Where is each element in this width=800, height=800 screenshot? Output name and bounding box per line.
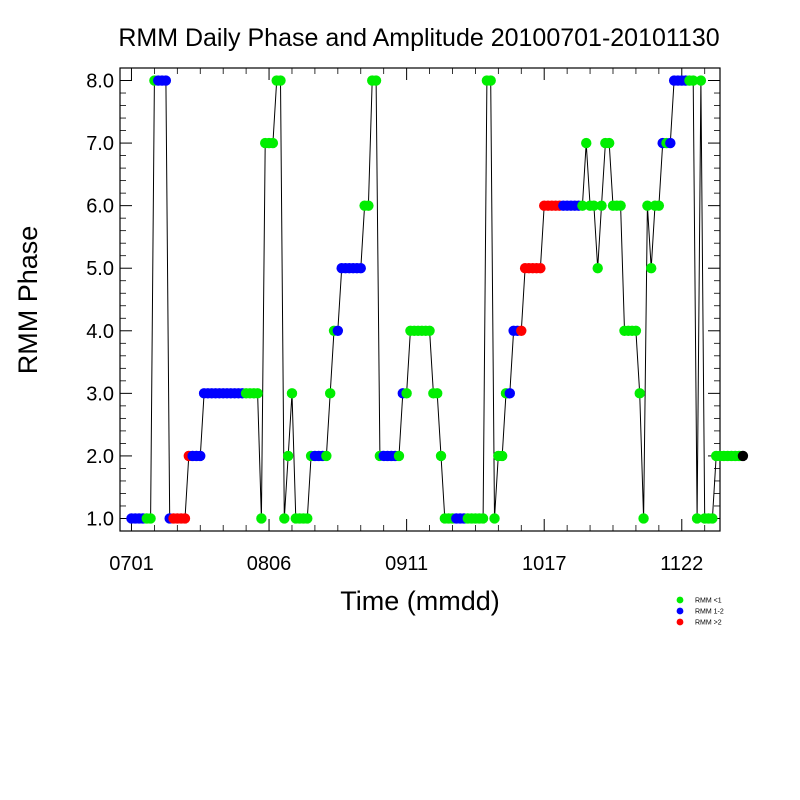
data-point [691,513,703,524]
data-point [267,137,279,149]
x-tick-label: 0806 [247,553,292,575]
data-point [286,388,298,399]
y-tick-label: 8.0 [86,71,114,93]
data-point [588,200,600,211]
data-point [477,513,489,524]
chart-title: RMM Daily Phase and Amplitude 20100701-2… [118,24,719,52]
data-point [424,325,435,336]
data-point [496,450,508,462]
data-point [634,388,645,399]
data-point [630,325,642,336]
x-tick-label: 1122 [660,553,703,575]
y-tick-label: 2.0 [86,446,114,468]
data-point [665,137,676,149]
plot-border [119,67,721,532]
data-point [321,450,332,462]
legend-label: RMM <1 [695,598,722,605]
data-point [401,388,412,399]
y-tick-label: 1.0 [86,508,114,530]
y-axis-label: RMM Phase [13,226,43,375]
data-point [737,450,749,462]
data-point [302,513,313,524]
data-point [581,137,592,149]
data-point [393,450,405,462]
data-point [324,388,336,399]
legend: RMM <1 RMM 1-2 RMM >2 [676,596,724,627]
data-point [355,263,366,274]
data-point [363,200,374,211]
y-tick-label: 5.0 [86,258,114,280]
data-point [642,200,653,211]
data-point [282,450,294,462]
x-tick-label: 0911 [385,553,428,575]
legend-marker [676,596,684,604]
data-point [577,200,588,211]
data-point [646,263,657,274]
data-point [370,75,382,86]
y-tick-label: 4.0 [86,321,114,343]
data-point [279,513,290,524]
y-tick-label: 6.0 [86,196,114,218]
data-point [435,450,447,462]
legend-label: RMM 1-2 [695,609,724,616]
legend-label: RMM >2 [695,620,722,627]
data-point [592,263,603,274]
data-point [489,513,500,524]
data-point [535,263,546,274]
data-point [504,388,516,399]
data-point [431,388,443,399]
y-tick-label: 7.0 [86,133,114,155]
plot-area: 1.0 2.0 3.0 4.0 5.0 6.0 7.0 8.0 0701 0806 0911 1017… [86,67,749,575]
data-point [688,75,699,86]
data-point [695,75,707,86]
data-point [252,388,263,399]
x-tick-label: 1017 [522,553,567,575]
data-point [653,200,665,211]
data-point [596,200,607,211]
data-point [615,200,626,211]
data-point [707,513,718,524]
data-point [485,75,496,86]
legend-marker [676,607,684,615]
y-tick-label: 3.0 [86,383,114,405]
data-point [603,137,615,149]
data-point [145,513,156,524]
data-point [256,513,267,524]
data-point [332,325,344,336]
data-point [195,450,206,462]
x-tick-label: 0701 [109,553,154,575]
legend-marker [676,618,684,626]
data-point [160,75,172,86]
data-point [179,513,191,524]
x-axis-label: Time (mmdd) [340,586,500,616]
data-point [516,325,527,336]
data-point [638,513,649,524]
data-point [275,75,286,86]
